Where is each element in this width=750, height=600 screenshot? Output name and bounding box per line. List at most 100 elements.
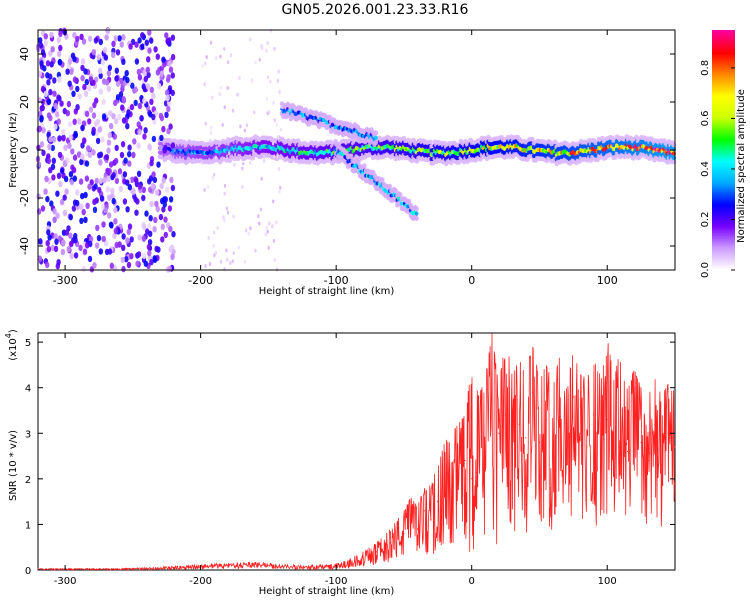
spectrogram-cell bbox=[155, 205, 160, 213]
spectrogram-cell bbox=[49, 200, 54, 207]
spectrogram-cell bbox=[51, 157, 56, 164]
spectrogram-x-axis-label: Height of straight line (km) bbox=[259, 286, 395, 297]
spectrogram-cell bbox=[163, 231, 168, 239]
spectrogram-cell bbox=[144, 210, 149, 217]
spectrogram-cell bbox=[168, 246, 173, 253]
colorbar-step bbox=[712, 58, 735, 61]
spectrogram-cell bbox=[167, 154, 172, 161]
spectrogram-cell bbox=[96, 54, 101, 61]
spectrogram-cell bbox=[121, 34, 126, 41]
spectrogram-cell bbox=[414, 211, 419, 216]
spectrogram-cell bbox=[42, 65, 47, 72]
spectrogram-cell bbox=[154, 245, 159, 253]
colorbar-step bbox=[712, 180, 735, 183]
spectrogram-cell bbox=[57, 58, 63, 66]
snr-data-point bbox=[437, 501, 439, 503]
spectrogram-cell bbox=[40, 49, 46, 56]
spectrogram-cell bbox=[88, 235, 94, 243]
spectrogram-cell bbox=[150, 183, 155, 190]
spectrogram-cell bbox=[137, 74, 143, 81]
spectrogram-cell bbox=[88, 76, 94, 83]
spectrogram-cell bbox=[110, 192, 115, 200]
colorbar-step bbox=[712, 92, 735, 95]
spectrogram-cell bbox=[125, 179, 130, 186]
spectrogram-cell bbox=[153, 216, 158, 224]
spectrogram-x-tick-label: -300 bbox=[53, 274, 78, 287]
spectrogram-cell bbox=[241, 185, 244, 189]
spectrogram-cell bbox=[44, 175, 49, 183]
spectrogram-cell bbox=[75, 85, 80, 93]
spectrogram-cell bbox=[209, 130, 213, 135]
spectrogram-cell bbox=[268, 110, 271, 114]
spectrogram-cell bbox=[48, 50, 53, 57]
spectrogram-cell bbox=[41, 127, 46, 134]
spectrogram-cell bbox=[266, 75, 270, 80]
spectrogram-cell bbox=[39, 105, 44, 112]
spectrogram-cell bbox=[49, 31, 54, 39]
spectrogram-cell bbox=[137, 234, 142, 241]
snr-data-point bbox=[613, 437, 615, 439]
spectrogram-cell bbox=[80, 153, 85, 160]
spectrogram-cell bbox=[113, 218, 118, 225]
spectrogram-cell bbox=[268, 221, 271, 226]
spectrogram-cell bbox=[87, 151, 93, 159]
spectrogram-cell bbox=[147, 29, 152, 36]
colorbar-step bbox=[712, 86, 735, 89]
spectrogram-cell bbox=[145, 83, 151, 90]
colorbar-step bbox=[712, 150, 735, 153]
spectrogram-cell bbox=[264, 232, 267, 237]
spectrogram-cell bbox=[269, 79, 272, 84]
spectrogram-cell bbox=[232, 251, 235, 256]
spectrogram-cell bbox=[79, 33, 84, 40]
spectrogram-cell bbox=[53, 123, 58, 130]
spectrogram-cell bbox=[132, 193, 137, 200]
spectrogram-cell bbox=[222, 215, 225, 220]
spectrogram-cell bbox=[142, 223, 147, 231]
spectrogram-cell bbox=[126, 228, 131, 236]
colorbar-tick-label: 0.4 bbox=[700, 161, 711, 177]
colorbar-step bbox=[712, 54, 735, 57]
spectrogram-cell bbox=[131, 151, 136, 159]
spectrogram-cell bbox=[47, 143, 52, 151]
snr-data-point bbox=[254, 563, 256, 566]
spectrogram-cell bbox=[414, 215, 419, 221]
spectrogram-cell bbox=[64, 229, 70, 236]
spectrogram-cell bbox=[83, 68, 88, 75]
spectrogram-cell bbox=[265, 225, 268, 230]
spectrogram-cell bbox=[165, 186, 170, 193]
colorbar-step bbox=[712, 244, 735, 247]
spectrogram-cell bbox=[141, 194, 146, 202]
spectrogram-cell bbox=[252, 149, 255, 154]
spectrogram-cell bbox=[225, 206, 229, 211]
spectrogram-cell bbox=[233, 162, 236, 167]
colorbar-step bbox=[712, 204, 735, 207]
spectrogram-cell bbox=[40, 98, 46, 106]
snr-data-point bbox=[606, 419, 608, 421]
colorbar-step bbox=[712, 34, 735, 37]
colorbar-step bbox=[712, 66, 735, 69]
spectrogram-cell bbox=[261, 46, 264, 51]
spectrogram-cell bbox=[121, 117, 127, 124]
snr-x-tick-label: 100 bbox=[598, 576, 617, 587]
spectrogram-cell bbox=[154, 200, 159, 208]
spectrogram-cell bbox=[170, 72, 175, 79]
spectrogram-cell bbox=[155, 69, 161, 76]
spectrogram-cell bbox=[271, 224, 274, 229]
spectrogram-cell bbox=[407, 198, 412, 204]
spectrogram-cell bbox=[66, 245, 72, 253]
spectrogram-cell bbox=[170, 253, 175, 260]
colorbar-step bbox=[712, 112, 735, 115]
spectrogram-cell bbox=[159, 134, 164, 142]
spectrogram-cell bbox=[147, 239, 153, 246]
spectrogram-cell bbox=[56, 172, 62, 179]
spectrogram-x-tick-label: 0 bbox=[468, 274, 475, 287]
spectrogram-cell bbox=[54, 238, 59, 245]
spectrogram-cell bbox=[128, 43, 133, 50]
spectrogram-cell bbox=[105, 186, 111, 193]
spectrogram-cell bbox=[374, 135, 378, 140]
spectrogram-cell bbox=[223, 191, 226, 196]
spectrogram-cell bbox=[62, 209, 68, 217]
snr-data-point bbox=[654, 423, 656, 425]
colorbar-step bbox=[712, 76, 735, 79]
spectrogram-cell bbox=[393, 188, 398, 194]
